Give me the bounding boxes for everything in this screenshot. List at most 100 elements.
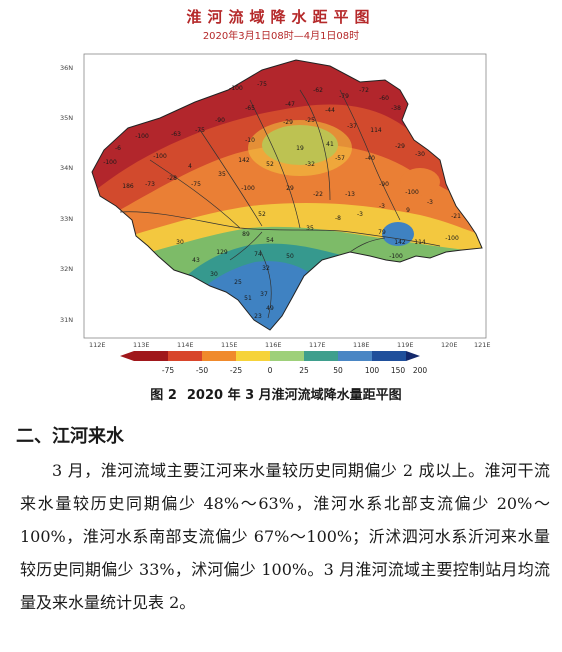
station-value: 4: [188, 163, 192, 170]
station-value: -63: [171, 131, 181, 138]
legend-cap-right: [406, 351, 420, 361]
station-value: 52: [258, 211, 266, 218]
station-value: 30: [176, 239, 184, 246]
station-value: -22: [313, 191, 323, 198]
station-value: -100: [445, 235, 459, 242]
station-value: -90: [379, 181, 389, 188]
station-labels: -100 -75 -62 -79 -72 -65 -47 -44 -60 -38…: [103, 81, 461, 320]
lon-tick: 120E: [441, 341, 458, 349]
station-value: -8: [335, 215, 341, 222]
station-value: -100: [405, 189, 419, 196]
station-value: 114: [414, 239, 426, 246]
station-value: 32: [262, 265, 270, 272]
station-value: -3: [379, 203, 385, 210]
legend-tick: -75: [162, 366, 174, 375]
station-value: 29: [286, 185, 294, 192]
station-value: 41: [326, 141, 334, 148]
lat-tick: 32N: [60, 265, 73, 273]
station-value: 74: [254, 251, 262, 258]
station-value: 35: [306, 225, 314, 232]
lat-axis: 36N 35N 34N 33N 32N 31N: [60, 64, 73, 324]
station-value: -72: [359, 87, 369, 94]
station-value: -28: [167, 175, 177, 182]
lat-tick: 35N: [60, 114, 73, 122]
station-value: -100: [389, 253, 403, 260]
station-value: -3: [427, 199, 433, 206]
station-value: -100: [135, 133, 149, 140]
station-value: 23: [254, 313, 262, 320]
legend-tick: 150: [391, 366, 406, 375]
station-value: 142: [394, 239, 406, 246]
lon-tick: 117E: [309, 341, 326, 349]
station-value: 35: [218, 171, 226, 178]
station-value: -100: [241, 185, 255, 192]
legend-swatch: [236, 351, 270, 361]
precipitation-anomaly-map: 36N 35N 34N 33N 32N 31N 112E 113E 114E 1…: [60, 53, 491, 375]
figure-caption: 图 2 2020 年 3 月淮河流域降水量距平图: [0, 384, 562, 403]
lon-tick: 116E: [265, 341, 282, 349]
river-network: [119, 89, 441, 319]
legend-swatch: [134, 351, 168, 361]
patch-yellow-north: [248, 120, 352, 176]
station-value: -60: [379, 95, 389, 102]
lon-tick: 115E: [221, 341, 238, 349]
patch-orange-east: [400, 168, 440, 196]
figure-subtitle: 2020年3月1日08时—4月1日08时: [202, 31, 360, 42]
station-value: -6: [115, 145, 121, 152]
lon-tick: 119E: [397, 341, 414, 349]
legend-tick: 100: [365, 366, 380, 375]
station-value: 9: [406, 207, 410, 214]
station-value: 142: [238, 157, 250, 164]
lon-tick: 112E: [89, 341, 106, 349]
lat-tick: 33N: [60, 215, 73, 223]
station-value: -32: [305, 161, 315, 168]
station-value: -38: [391, 105, 401, 112]
legend-swatch: [168, 351, 202, 361]
legend-cap-left: [120, 351, 134, 361]
figure-title: 淮河流域降水距平图: [186, 8, 376, 26]
caption-label: 图 2: [150, 388, 177, 403]
station-value: -90: [215, 117, 225, 124]
legend-tick: -25: [230, 366, 242, 375]
station-value: 49: [266, 305, 274, 312]
station-value: -44: [325, 107, 335, 114]
station-value: 186: [122, 183, 134, 190]
station-value: 30: [210, 271, 218, 278]
station-value: 79: [378, 229, 386, 236]
lat-tick: 31N: [60, 316, 73, 324]
caption-text: 2020 年 3 月淮河流域降水量距平图: [186, 388, 402, 403]
station-value: -37: [347, 123, 357, 130]
legend-swatch: [270, 351, 304, 361]
station-value: -40: [365, 155, 375, 162]
station-value: -75: [191, 181, 201, 188]
station-value: -73: [145, 181, 155, 188]
station-value: -47: [285, 101, 295, 108]
legend-swatch: [372, 351, 406, 361]
station-value: 89: [242, 231, 250, 238]
legend-swatch: [338, 351, 372, 361]
station-value: -75: [257, 81, 267, 88]
legend-tick: 0: [268, 366, 273, 375]
station-value: -21: [451, 213, 461, 220]
station-value: -29: [283, 119, 293, 126]
station-value: 51: [244, 295, 252, 302]
lon-tick: 121E: [474, 341, 491, 349]
station-value: 25: [234, 279, 242, 286]
lat-tick: 36N: [60, 64, 73, 72]
legend-tick: 50: [333, 366, 343, 375]
body-paragraph: 3 月，淮河流域主要江河来水量较历史同期偏少 2 成以上。淮河干流来水量较历史同…: [20, 461, 550, 612]
station-value: -10: [245, 137, 255, 144]
station-value: 129: [216, 249, 228, 256]
station-value: 54: [266, 237, 274, 244]
station-value: -13: [345, 191, 355, 198]
station-value: -57: [335, 155, 345, 162]
station-value: -65: [245, 105, 255, 112]
station-value: 50: [286, 253, 294, 260]
station-value: -62: [313, 87, 323, 94]
station-value: -79: [339, 93, 349, 100]
lat-tick: 34N: [60, 164, 73, 172]
station-value: -30: [415, 151, 425, 158]
station-value: -3: [357, 211, 363, 218]
legend-swatch: [304, 351, 338, 361]
legend-colorbar: [120, 351, 420, 361]
